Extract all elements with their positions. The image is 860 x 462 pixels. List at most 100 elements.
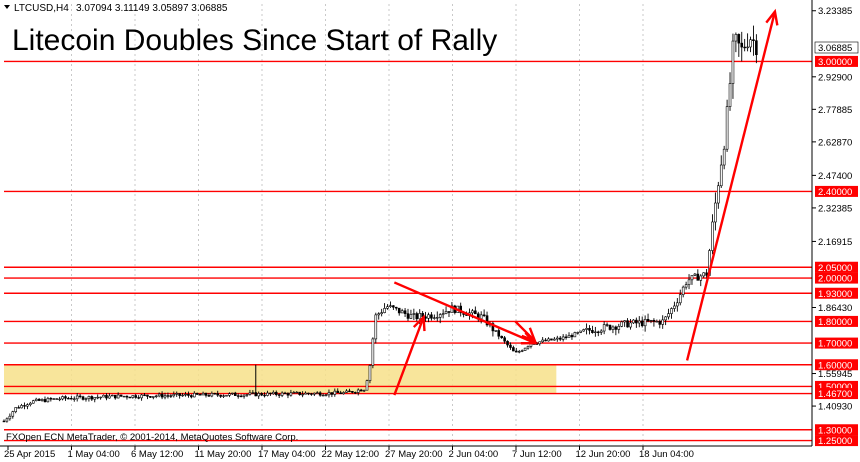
candle-body: [356, 389, 360, 393]
candle-body: [131, 395, 135, 398]
candle-body: [570, 335, 574, 338]
candle-body: [670, 308, 673, 314]
candle-body: [403, 310, 407, 314]
level-tag-label: 3.00000: [818, 57, 852, 68]
candle-body: [23, 405, 26, 407]
x-tick-label: 18 Jun 04:00: [639, 449, 694, 460]
price-candles: [2, 25, 758, 423]
candle-body: [295, 391, 299, 394]
candle-body: [78, 395, 82, 398]
y-tick-label: 2.62870: [818, 137, 852, 148]
candle-body: [705, 272, 708, 276]
candle-body: [397, 307, 401, 314]
candle-body: [128, 396, 132, 399]
candle-body: [251, 392, 255, 394]
candle-body: [146, 394, 149, 397]
candle-body: [269, 392, 272, 395]
candle-body: [49, 398, 53, 400]
chart-symbol: LTCUSD,H4: [14, 3, 69, 14]
candle-body: [140, 394, 143, 399]
x-tick-label: 2 Jun 04:00: [449, 449, 499, 460]
candle-body: [81, 396, 85, 400]
dropdown-arrow-icon[interactable]: [4, 5, 10, 9]
candle-body: [602, 324, 606, 332]
candle-body: [377, 313, 381, 316]
candle-body: [87, 396, 91, 399]
candle-body: [509, 344, 512, 348]
candle-body: [113, 394, 117, 399]
y-tick-label: 1.55945: [818, 369, 852, 380]
candle-body: [544, 339, 547, 342]
y-axis: 3.23385 2.92900 2.77885 2.62870 2.47400 2.323…: [812, 6, 852, 413]
candle-body: [58, 398, 61, 401]
candle-body: [605, 324, 609, 326]
y-tick-label: 1.86430: [818, 303, 852, 314]
candle-body: [359, 389, 363, 392]
candle-body: [629, 322, 632, 328]
candle-body: [70, 398, 73, 400]
y-tick-label: 3.23385: [818, 6, 852, 17]
candle-body: [108, 395, 111, 399]
candle-body: [438, 314, 442, 318]
candle-body: [17, 407, 20, 409]
chart-title: Litecoin Doubles Since Start of Rally: [12, 24, 497, 57]
candle-body: [154, 395, 158, 398]
candle-body: [678, 294, 682, 304]
candle-body: [512, 347, 515, 352]
candle-body: [684, 284, 688, 288]
candle-body: [556, 337, 559, 340]
candle-body: [427, 314, 430, 319]
candle-body: [746, 46, 749, 49]
candle-body: [8, 415, 12, 420]
y-tick-label: 2.47400: [818, 171, 852, 182]
candle-body: [681, 286, 685, 295]
candle-body: [564, 336, 568, 339]
candle-body: [313, 392, 316, 395]
candle-body: [447, 311, 451, 313]
candle-body: [116, 394, 120, 399]
candle-body: [330, 392, 334, 395]
candle-body: [441, 313, 445, 315]
candle-body: [187, 393, 190, 396]
candle-body: [517, 351, 521, 353]
annotation-arrow: [685, 11, 777, 361]
level-tag: [815, 359, 858, 371]
candle-body: [482, 314, 486, 316]
candle-body: [749, 39, 752, 48]
level-tag-label: 2.00000: [818, 274, 852, 285]
candle-body: [561, 336, 565, 340]
level-tag: [815, 272, 858, 284]
level-tag-label: 1.30000: [818, 425, 852, 436]
candle-body: [333, 390, 337, 395]
candle-body: [225, 395, 228, 397]
candle-body: [485, 315, 489, 326]
candle-body: [266, 392, 269, 396]
candle-body: [67, 397, 70, 400]
candle-body: [755, 40, 758, 56]
candle-body: [34, 398, 38, 402]
candle-body: [690, 275, 694, 281]
candle-body: [84, 398, 88, 400]
candle-body: [201, 392, 205, 396]
candle-body: [371, 338, 375, 366]
level-tag-label: 2.05000: [818, 263, 852, 274]
candle-body: [248, 392, 252, 395]
candle-body: [450, 305, 454, 313]
candle-body: [26, 404, 29, 407]
candle-body: [731, 40, 735, 84]
x-axis: 25 Apr 2015 1 May 04:00 6 May 12:00 11 May …: [4, 446, 694, 460]
candle-body: [143, 394, 146, 397]
candle-body: [433, 317, 436, 319]
candle-body: [626, 320, 629, 328]
candle-body: [435, 317, 439, 319]
level-tag: [815, 315, 858, 327]
vertical-grid: [71, 4, 644, 446]
candle-body: [714, 202, 717, 223]
candle-body: [289, 392, 293, 396]
candle-body: [90, 396, 94, 400]
arrow-head: [521, 327, 537, 343]
candle-body: [11, 411, 15, 417]
x-tick-label: 6 May 12:00: [131, 449, 183, 460]
candle-body: [702, 272, 705, 277]
level-tag: [815, 55, 858, 67]
